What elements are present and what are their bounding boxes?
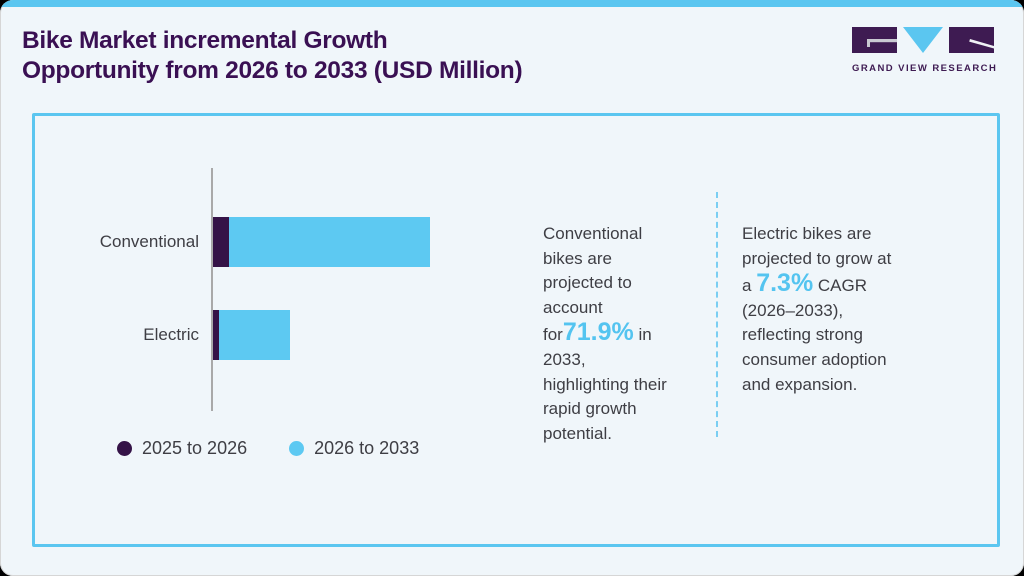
stacked-bar [212, 217, 430, 267]
top-accent-strip [0, 0, 1024, 7]
category-label: Conventional [99, 232, 199, 251]
legend-item: 2025 to 2026 [117, 438, 247, 459]
insight-conventional-highlight: 71.9% [562, 318, 634, 347]
page-title-line1: Bike Market incremental Growth [22, 27, 388, 54]
insight-electric-highlight: 7.3% [756, 269, 814, 298]
page-title: Bike Market incremental Growth Opportuni… [22, 26, 523, 86]
legend-label: 2026 to 2033 [314, 438, 420, 458]
bar-row-conventional: Conventional [35, 217, 997, 267]
category-axis-line [211, 168, 213, 411]
bar-segment [212, 310, 219, 360]
legend-item: 2026 to 2033 [289, 438, 419, 459]
legend-swatch [117, 441, 132, 456]
dashed-divider [716, 192, 718, 437]
bar-row-electric: Electric [35, 310, 997, 360]
legend-swatch [289, 441, 305, 456]
legend-label: 2025 to 2026 [142, 438, 248, 458]
stacked-bar [212, 310, 290, 360]
bar-segment [218, 310, 290, 360]
gvr-logo-icon [852, 27, 994, 53]
grand-view-research-logo: GRAND VIEW RESEARCH [852, 27, 998, 74]
bar-segment [228, 217, 430, 267]
insight-conventional: Conventional bikes are projected to acco… [543, 222, 713, 446]
bar-segment [212, 217, 229, 267]
category-label: Electric [143, 325, 199, 344]
logo-wordmark: GRAND VIEW RESEARCH [852, 63, 998, 74]
chart-panel: Conventional Electric 2025 to 2026 2026 to… [32, 113, 1000, 547]
chart-legend: 2025 to 2026 2026 to 2033 [117, 438, 419, 459]
insight-electric: Electric bikes are projected to grow at … [742, 222, 937, 397]
insight-electric-pre: Electric bikes are projected to grow at … [742, 224, 892, 296]
insight-conventional-post: in 2033, highlighting their rapid growth… [543, 325, 667, 443]
insight-conventional-pre: Conventional bikes are projected to acco… [543, 224, 643, 345]
page-title-line2: Opportunity from 2026 to 2033 (USD Milli… [22, 57, 523, 84]
insight-electric-post: CAGR (2026–2033), reflecting strong cons… [742, 276, 887, 394]
